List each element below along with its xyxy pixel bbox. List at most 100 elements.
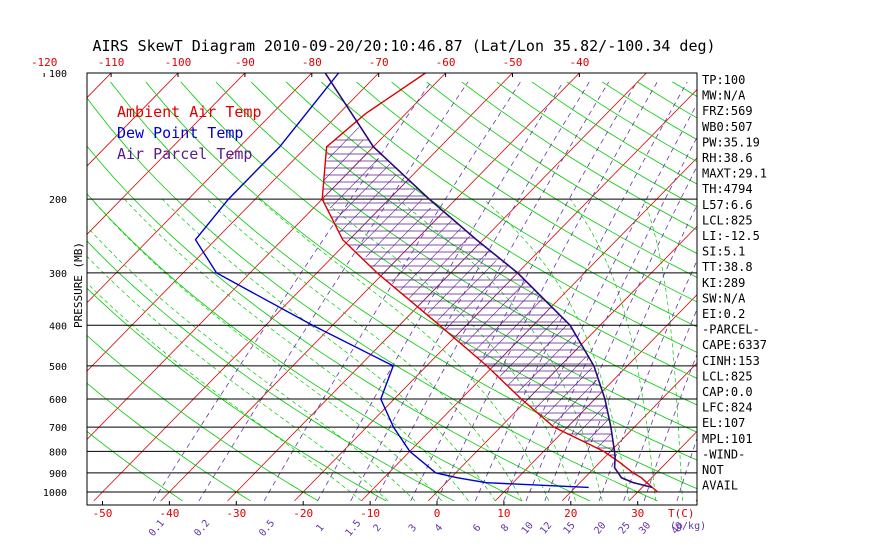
- cape-hatch-line: [491, 308, 550, 368]
- stability-index-label: EL:107: [702, 416, 745, 430]
- cape-hatch-line: [585, 418, 609, 443]
- mixing-ratio-line: [410, 81, 638, 502]
- isotherm-line: [0, 64, 53, 501]
- pressure-tick-label: 600: [49, 395, 67, 406]
- legend-ambient: Ambient Air Temp: [117, 103, 262, 121]
- stability-index-label: -WIND-: [702, 447, 745, 461]
- stability-index-label: CAPE:6337: [702, 338, 767, 352]
- stability-index-label: KI:289: [702, 276, 745, 290]
- stability-index-label: TT:38.8: [702, 260, 753, 274]
- moist-adiabat-line: [321, 198, 576, 502]
- mixing-ratio-label: 10: [520, 520, 536, 536]
- isotherm-line: [87, 73, 313, 304]
- stability-index-label: NOT: [702, 463, 724, 477]
- dry-adiabat-line: [426, 81, 697, 254]
- mixing-ratio-line: [598, 259, 697, 502]
- cape-hatch-line: [499, 315, 560, 377]
- cape-hatch-line: [372, 207, 431, 267]
- moist-adiabat-line: [397, 198, 603, 502]
- pressure-tick-label: 100: [49, 69, 67, 80]
- mixing-ratio-line: [436, 81, 658, 502]
- dewpoint-temperature-line: [194, 73, 589, 489]
- isotherm-line: [494, 294, 697, 502]
- legend-parcel: Air Parcel Temp: [117, 145, 252, 163]
- chart-title: AIRS SkewT Diagram 2010-09-20/20:10:46.8…: [92, 37, 715, 55]
- stability-index-label: MPL:101: [702, 432, 753, 446]
- mixing-ratio-label: 8: [499, 523, 511, 535]
- mixing-ratio-line: [152, 81, 432, 502]
- isotherm-line: [87, 73, 447, 441]
- dry-adiabat-line: [531, 81, 697, 185]
- cape-hatch-line: [563, 392, 602, 432]
- stability-index-label: SW:N/A: [702, 291, 746, 305]
- bottom-temperature-tick-label: -10: [360, 507, 380, 520]
- plot-frame: [86, 72, 698, 506]
- pressure-tick-label: 200: [49, 195, 67, 206]
- isotherm-line: [763, 64, 870, 501]
- mixing-ratio-unit-label: (g/kg): [670, 521, 706, 532]
- stability-index-label: FRZ:569: [702, 104, 753, 118]
- pressure-tick-label: 400: [49, 321, 67, 332]
- mixing-ratio-line: [474, 81, 688, 502]
- mixing-ratio-line: [567, 204, 697, 502]
- mixing-ratio-label: 0.2: [192, 518, 212, 539]
- isotherm-line: [87, 73, 246, 235]
- pressure-tick-labels: 100 200 300 400 500 600 700 800 900 1000: [43, 69, 67, 499]
- cape-hatch-line: [326, 152, 368, 195]
- mixing-ratio-label: 4: [433, 523, 445, 535]
- top-temperature-tick-label: -100: [165, 56, 192, 69]
- cape-hatch-line: [444, 266, 508, 331]
- mixing-ratio-label: 20: [592, 520, 608, 536]
- stability-index-label: PW:35.19: [702, 135, 760, 149]
- stability-index-label: LFC:824: [702, 401, 753, 415]
- dry-adiabat-line: [87, 97, 658, 502]
- mixing-ratio-label: 12: [538, 520, 554, 536]
- isotherm-line: [428, 225, 697, 502]
- stability-index-label: AVAIL: [702, 479, 738, 493]
- cape-hatch-line: [437, 260, 497, 321]
- top-temperature-tick-label: -50: [503, 56, 523, 69]
- pressure-tick-label: 900: [49, 469, 67, 480]
- isotherm-line: [87, 73, 380, 372]
- stability-index-label: LCL:825: [702, 369, 753, 383]
- mixing-ratio-line: [263, 81, 521, 502]
- mixing-ratio-label: 30: [637, 520, 653, 536]
- isotherm-line: [361, 157, 697, 502]
- moist-adiabat-line: [206, 198, 523, 502]
- legend: Ambient Air Temp Dew Point Temp Air Parc…: [117, 103, 262, 163]
- isotherm-line: [93, 73, 514, 502]
- cape-hatch-line: [365, 198, 423, 258]
- legend-dewpoint: Dew Point Temp: [117, 124, 243, 142]
- cape-hatch-line: [596, 433, 612, 449]
- isotherm-line: [87, 73, 179, 167]
- bottom-temperature-tick-label: 30: [631, 507, 644, 520]
- top-temperature-tick-label: -70: [369, 56, 389, 69]
- pressure-tick-label: 1000: [43, 488, 67, 499]
- isotherm-line: [87, 73, 112, 99]
- cape-hatch-line: [349, 179, 409, 240]
- mixing-ratio-label: 25: [617, 520, 633, 536]
- pressure-tick-label: 700: [49, 423, 67, 434]
- mixing-ratio-line: [350, 81, 590, 502]
- dry-adiabat-line: [87, 382, 251, 502]
- stability-index-label: TH:4794: [702, 182, 753, 196]
- bottom-temperature-ticks: -50 -40 -30 -20 -10 0 10 20 30: [93, 501, 644, 520]
- cape-hatch-line: [608, 447, 615, 454]
- isotherm-line: [830, 64, 870, 501]
- ambient-temperature-line: [321, 73, 659, 493]
- top-temperature-tick-label: -90: [235, 56, 255, 69]
- mixing-ratio-line: [317, 81, 564, 502]
- dry-adiabat-line: [285, 81, 697, 353]
- isotherm-line: [160, 73, 580, 502]
- dry-adiabat-line: [110, 81, 697, 490]
- mixing-ratio-line: [503, 103, 697, 502]
- stability-index-label: WB0:507: [702, 120, 753, 134]
- bottom-temperature-tick-label: 20: [564, 507, 577, 520]
- mixing-ratio-label: 1.5: [343, 518, 363, 539]
- top-temperature-ticks: -120 -110 -100 -90 -80 -70 -60 -50 -40: [31, 56, 589, 77]
- mixing-ratio-label: 1: [314, 523, 326, 535]
- cape-hatch-line: [334, 163, 391, 221]
- cape-hatch-line: [534, 356, 587, 410]
- stability-index-label: EI:0.2: [702, 307, 745, 321]
